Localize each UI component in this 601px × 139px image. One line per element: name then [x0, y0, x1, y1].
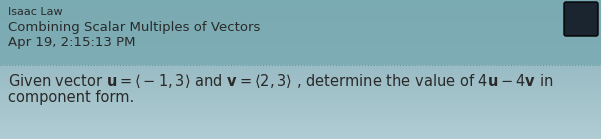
Text: component form.: component form. — [8, 90, 134, 105]
Text: Given vector $\mathbf{u} = \langle -1, 3 \rangle$ and $\mathbf{v} = \langle 2, 3: Given vector $\mathbf{u} = \langle -1, 3… — [8, 72, 553, 90]
Text: Combining Scalar Multiples of Vectors: Combining Scalar Multiples of Vectors — [8, 21, 260, 34]
Text: Apr 19, 2:15:13 PM: Apr 19, 2:15:13 PM — [8, 36, 135, 49]
Text: Isaac Law: Isaac Law — [8, 7, 63, 17]
FancyBboxPatch shape — [564, 2, 598, 36]
